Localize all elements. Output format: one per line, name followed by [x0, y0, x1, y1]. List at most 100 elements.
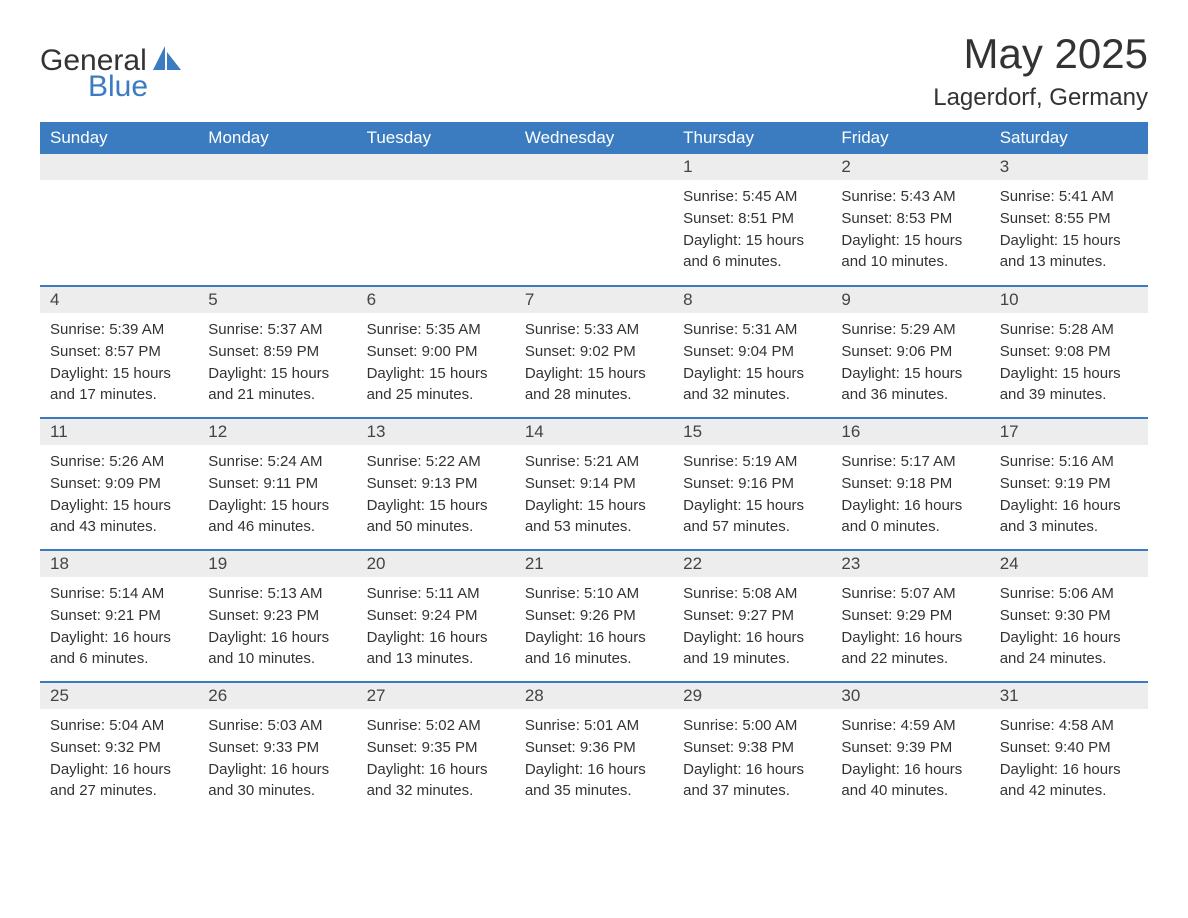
sunrise-line: Sunrise: 5:07 AM [841, 583, 979, 605]
day2-line: and 6 minutes. [683, 251, 821, 273]
sunrise-line: Sunrise: 5:22 AM [367, 451, 505, 473]
brand-text: General Blue [40, 40, 181, 102]
day1-line: Daylight: 15 hours [683, 363, 821, 385]
sunrise-line: Sunrise: 4:58 AM [1000, 715, 1138, 737]
sunrise-line: Sunrise: 5:33 AM [525, 319, 663, 341]
sunset-line: Sunset: 9:40 PM [1000, 737, 1138, 759]
sunset-line: Sunset: 9:14 PM [525, 473, 663, 495]
day2-line: and 30 minutes. [208, 780, 346, 802]
day-number: 4 [40, 287, 198, 313]
day-content: Sunrise: 5:33 AMSunset: 9:02 PMDaylight:… [515, 313, 673, 410]
day2-line: and 36 minutes. [841, 384, 979, 406]
day-content: Sunrise: 5:06 AMSunset: 9:30 PMDaylight:… [990, 577, 1148, 674]
day1-line: Daylight: 15 hours [525, 363, 663, 385]
sunset-line: Sunset: 9:27 PM [683, 605, 821, 627]
day-cell: 31Sunrise: 4:58 AMSunset: 9:40 PMDayligh… [990, 682, 1148, 814]
day-cell [40, 154, 198, 286]
day2-line: and 37 minutes. [683, 780, 821, 802]
day-number [40, 154, 198, 180]
sunrise-line: Sunrise: 5:21 AM [525, 451, 663, 473]
day-number [357, 154, 515, 180]
day-number: 11 [40, 419, 198, 445]
day-cell: 9Sunrise: 5:29 AMSunset: 9:06 PMDaylight… [831, 286, 989, 418]
day-number: 7 [515, 287, 673, 313]
day-cell: 6Sunrise: 5:35 AMSunset: 9:00 PMDaylight… [357, 286, 515, 418]
day-number: 26 [198, 683, 356, 709]
day-number: 10 [990, 287, 1148, 313]
day-content: Sunrise: 5:19 AMSunset: 9:16 PMDaylight:… [673, 445, 831, 542]
day-number: 12 [198, 419, 356, 445]
day2-line: and 39 minutes. [1000, 384, 1138, 406]
sunset-line: Sunset: 9:38 PM [683, 737, 821, 759]
day-cell: 16Sunrise: 5:17 AMSunset: 9:18 PMDayligh… [831, 418, 989, 550]
day2-line: and 32 minutes. [367, 780, 505, 802]
sunset-line: Sunset: 9:33 PM [208, 737, 346, 759]
day-number: 8 [673, 287, 831, 313]
week-row: 4Sunrise: 5:39 AMSunset: 8:57 PMDaylight… [40, 286, 1148, 418]
weekday-header: Tuesday [357, 122, 515, 154]
day-cell: 1Sunrise: 5:45 AMSunset: 8:51 PMDaylight… [673, 154, 831, 286]
day-number: 21 [515, 551, 673, 577]
sunset-line: Sunset: 9:13 PM [367, 473, 505, 495]
header: General Blue May 2025 Lagerdorf, Germany [40, 30, 1148, 112]
day1-line: Daylight: 16 hours [367, 759, 505, 781]
sunset-line: Sunset: 9:00 PM [367, 341, 505, 363]
day-cell: 3Sunrise: 5:41 AMSunset: 8:55 PMDaylight… [990, 154, 1148, 286]
day1-line: Daylight: 16 hours [208, 627, 346, 649]
calendar-page: General Blue May 2025 Lagerdorf, Germany… [0, 0, 1188, 918]
sunset-line: Sunset: 8:55 PM [1000, 208, 1138, 230]
day2-line: and 57 minutes. [683, 516, 821, 538]
day-cell: 29Sunrise: 5:00 AMSunset: 9:38 PMDayligh… [673, 682, 831, 814]
sunset-line: Sunset: 9:08 PM [1000, 341, 1138, 363]
week-row: 11Sunrise: 5:26 AMSunset: 9:09 PMDayligh… [40, 418, 1148, 550]
day1-line: Daylight: 16 hours [683, 759, 821, 781]
day-number: 6 [357, 287, 515, 313]
sunrise-line: Sunrise: 5:10 AM [525, 583, 663, 605]
day-number: 5 [198, 287, 356, 313]
day1-line: Daylight: 16 hours [841, 759, 979, 781]
day2-line: and 43 minutes. [50, 516, 188, 538]
day-content: Sunrise: 5:37 AMSunset: 8:59 PMDaylight:… [198, 313, 356, 410]
day-content: Sunrise: 5:41 AMSunset: 8:55 PMDaylight:… [990, 180, 1148, 277]
day1-line: Daylight: 15 hours [50, 495, 188, 517]
sunset-line: Sunset: 9:24 PM [367, 605, 505, 627]
sunrise-line: Sunrise: 5:08 AM [683, 583, 821, 605]
day-content: Sunrise: 5:03 AMSunset: 9:33 PMDaylight:… [198, 709, 356, 806]
day-cell: 17Sunrise: 5:16 AMSunset: 9:19 PMDayligh… [990, 418, 1148, 550]
day-content: Sunrise: 5:24 AMSunset: 9:11 PMDaylight:… [198, 445, 356, 542]
week-row: 18Sunrise: 5:14 AMSunset: 9:21 PMDayligh… [40, 550, 1148, 682]
day2-line: and 13 minutes. [367, 648, 505, 670]
day2-line: and 32 minutes. [683, 384, 821, 406]
day-cell: 10Sunrise: 5:28 AMSunset: 9:08 PMDayligh… [990, 286, 1148, 418]
day-cell: 25Sunrise: 5:04 AMSunset: 9:32 PMDayligh… [40, 682, 198, 814]
sunset-line: Sunset: 9:18 PM [841, 473, 979, 495]
day1-line: Daylight: 15 hours [208, 363, 346, 385]
day1-line: Daylight: 16 hours [367, 627, 505, 649]
day-number: 29 [673, 683, 831, 709]
day-cell: 21Sunrise: 5:10 AMSunset: 9:26 PMDayligh… [515, 550, 673, 682]
sunrise-line: Sunrise: 5:14 AM [50, 583, 188, 605]
day2-line: and 50 minutes. [367, 516, 505, 538]
day-cell [357, 154, 515, 286]
day-cell: 13Sunrise: 5:22 AMSunset: 9:13 PMDayligh… [357, 418, 515, 550]
day1-line: Daylight: 16 hours [50, 759, 188, 781]
sunrise-line: Sunrise: 5:37 AM [208, 319, 346, 341]
sunrise-line: Sunrise: 5:45 AM [683, 186, 821, 208]
day1-line: Daylight: 15 hours [683, 495, 821, 517]
day-cell: 22Sunrise: 5:08 AMSunset: 9:27 PMDayligh… [673, 550, 831, 682]
weekday-header: Friday [831, 122, 989, 154]
day-content: Sunrise: 5:02 AMSunset: 9:35 PMDaylight:… [357, 709, 515, 806]
day2-line: and 24 minutes. [1000, 648, 1138, 670]
sunset-line: Sunset: 8:59 PM [208, 341, 346, 363]
sunset-line: Sunset: 9:36 PM [525, 737, 663, 759]
day-number: 28 [515, 683, 673, 709]
sunrise-line: Sunrise: 5:13 AM [208, 583, 346, 605]
location-label: Lagerdorf, Germany [933, 84, 1148, 112]
day1-line: Daylight: 16 hours [525, 759, 663, 781]
day-cell: 15Sunrise: 5:19 AMSunset: 9:16 PMDayligh… [673, 418, 831, 550]
weekday-header: Sunday [40, 122, 198, 154]
day-cell [515, 154, 673, 286]
day2-line: and 25 minutes. [367, 384, 505, 406]
day-content: Sunrise: 4:59 AMSunset: 9:39 PMDaylight:… [831, 709, 989, 806]
sunset-line: Sunset: 9:32 PM [50, 737, 188, 759]
